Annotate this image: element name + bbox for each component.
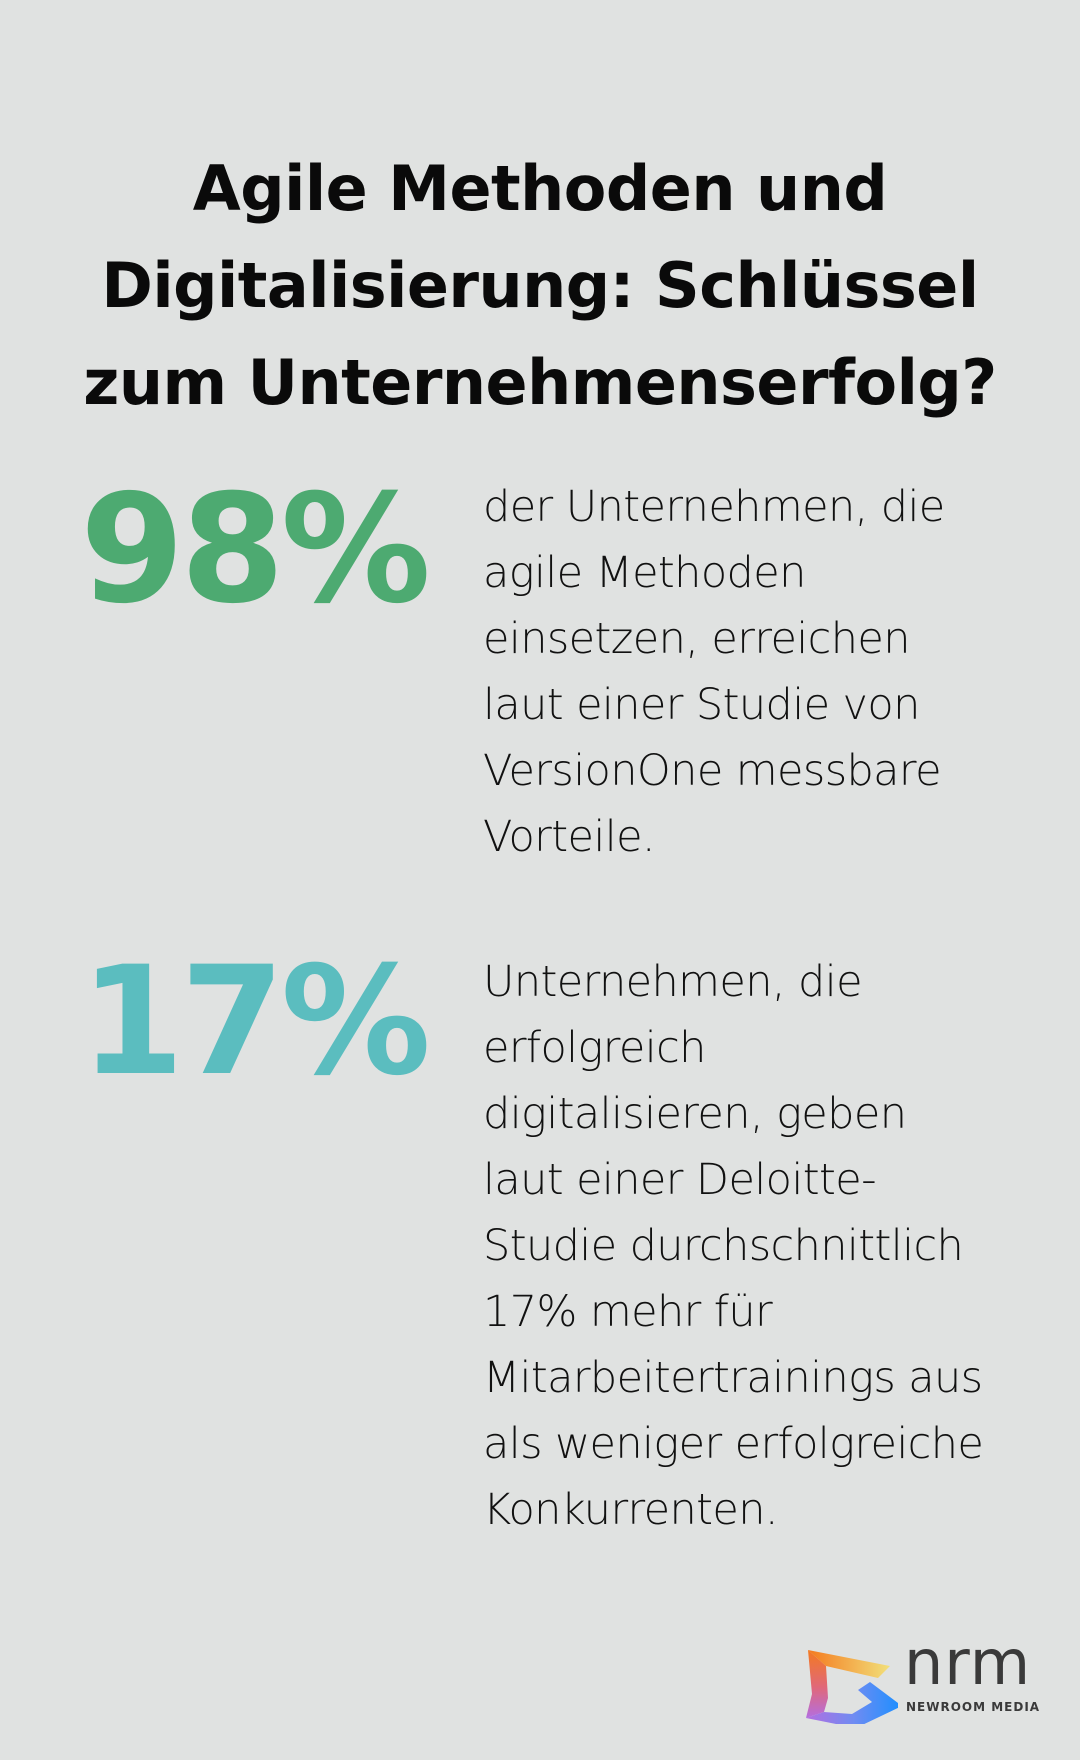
stat-description-line: Vorteile. — [483, 812, 656, 862]
title-line-2: Digitalisierung: Schlüssel — [101, 248, 979, 322]
stat-description-line: agile Methoden — [483, 548, 806, 598]
nrm-gradient-mark-icon — [806, 1650, 898, 1724]
stat-value: 98% — [80, 463, 431, 637]
stat-description-line: einsetzen, erreichen — [483, 614, 910, 664]
stat-description: der Unternehmen, die agile Methoden eins… — [483, 474, 1063, 870]
logo-wordmark: nrm — [904, 1626, 1032, 1699]
stat-description-line: Unternehmen, die — [483, 957, 863, 1007]
stat-description-line: 17% mehr für — [483, 1287, 773, 1337]
stat-description: Unternehmen, die erfolgreich digitalisie… — [483, 949, 1063, 1543]
title-line-1: Agile Methoden und — [192, 151, 888, 225]
stat-description-line: Konkurrenten. — [483, 1485, 779, 1535]
stat-description-line: Mitarbeitertrainings aus — [483, 1353, 983, 1403]
stat-description-line: Studie durchschnittlich — [483, 1221, 964, 1271]
logo-subtitle: NEWROOM MEDIA — [906, 1700, 1041, 1714]
stat-description-line: VersionOne messbare — [483, 746, 942, 796]
stat-description-line: der Unternehmen, die — [483, 482, 945, 532]
stat-description-line: als weniger erfolgreiche — [483, 1419, 984, 1469]
newroom-media-logo: nrm NEWROOM MEDIA — [798, 1628, 1048, 1728]
stat-description-line: laut einer Studie von — [483, 680, 920, 730]
stat-description-line: laut einer Deloitte- — [483, 1155, 877, 1205]
stat-value: 17% — [80, 935, 431, 1109]
stat-description-line: digitalisieren, geben — [483, 1089, 907, 1139]
stat-description-line: erfolgreich — [483, 1023, 706, 1073]
title-line-3: zum Unternehmenserfolg? — [83, 345, 997, 419]
page-title: Agile Methoden und Digitalisierung: Schl… — [0, 140, 1080, 431]
